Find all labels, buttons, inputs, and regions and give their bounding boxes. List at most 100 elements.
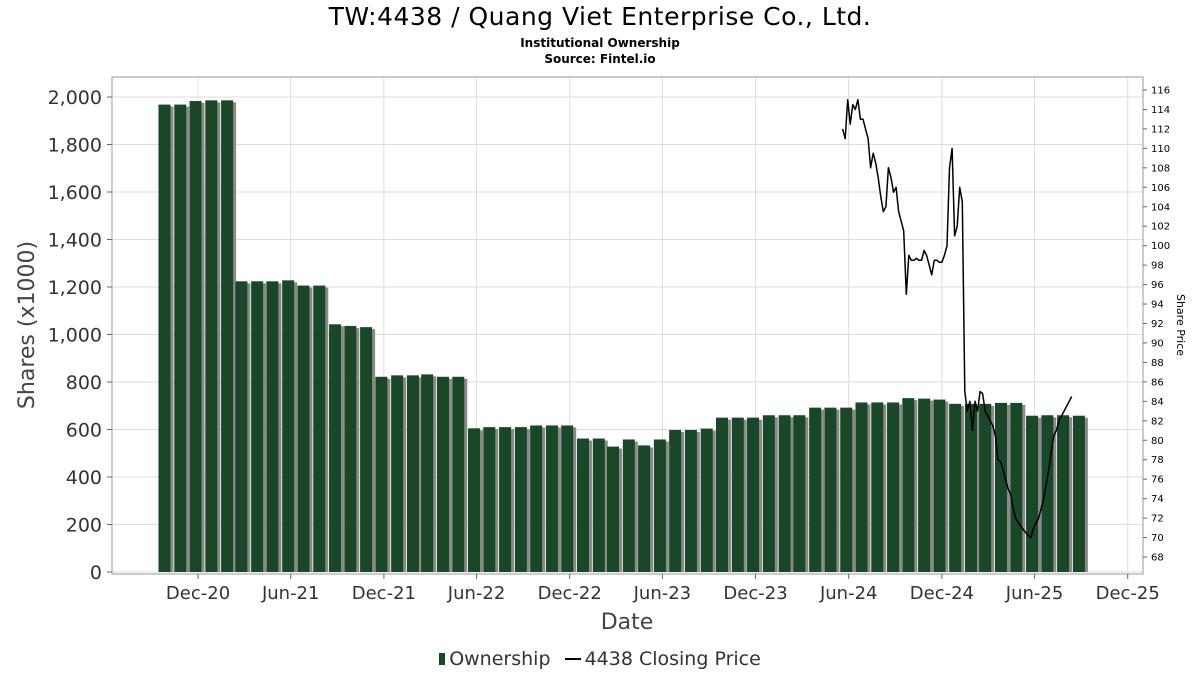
legend-price: 4438 Closing Price [561,648,761,670]
ownership-bar [329,324,342,572]
y2-tick-label: 98 [1151,261,1164,272]
ownership-bar [700,428,713,572]
y-tick-label: 1,800 [48,135,102,157]
x-tick-label: Jun-25 [1005,583,1064,604]
ownership-bar [809,407,822,572]
y2-tick-label: 90 [1151,338,1164,349]
ownership-bar [778,415,791,572]
x-tick-label: Jun-21 [261,583,320,604]
ownership-bar [436,376,449,572]
y2-tick-label: 104 [1151,202,1170,213]
ownership-bar [391,375,404,572]
legend-price-label: 4438 Closing Price [584,647,761,670]
ownership-bar [1057,415,1070,572]
ownership-bar [949,403,962,572]
chart-title: TW:4438 / Quang Viet Enterprise Co., Ltd… [328,2,872,31]
y2-tick-label: 110 [1151,144,1170,155]
y-tick-label: 800 [66,372,102,394]
ownership-bar [421,374,434,572]
ownership-bar [840,407,853,572]
ownership-bar [499,427,512,572]
ownership-bar [855,402,868,572]
y-tick-label: 1,600 [48,182,102,204]
y-tick-label: 600 [66,420,102,442]
ownership-bar [282,280,295,572]
legend-ownership: Ownership [439,647,551,670]
ownership-bar [824,407,837,572]
bar-swatch-icon [439,653,446,665]
x-tick-label: Dec-21 [352,583,416,604]
ownership-bar [1010,402,1023,572]
ownership-bar [887,402,900,572]
y2-tick-label: 108 [1151,163,1170,174]
y-tick-label: 0 [90,562,102,584]
ownership-bar [452,376,465,572]
ownership-bar [1026,415,1039,572]
ownership-bar [158,104,171,572]
chart-source: Source: Fintel.io [544,52,656,66]
y2-tick-label: 88 [1151,358,1164,369]
y-axis-ticks: 0 200 400 600 800 1,000 1,200 1,400 1,600 1,800 2,… [48,87,112,584]
y-axis-title: Shares (x1000) [15,241,40,409]
x-axis-title: Date [601,610,654,635]
ownership-bar [1041,415,1054,572]
ownership-bar [297,285,310,572]
ownership-bar [205,100,218,572]
ownership-bar [1072,415,1085,572]
y2-tick-label: 102 [1151,222,1170,233]
y2-tick-label: 78 [1151,455,1164,466]
line-swatch-icon [564,658,581,660]
y2-tick-label: 76 [1151,475,1164,486]
y-tick-label: 200 [66,515,102,537]
ownership-bar [622,439,635,572]
ownership-bar [994,402,1007,572]
ownership-bar [406,375,419,572]
ownership-bar [592,438,605,572]
legend: Ownership 4438 Closing Price [0,647,1200,670]
ownership-bar [979,403,992,572]
ownership-bar [375,376,388,572]
ownership-bar [684,429,697,572]
ownership-bar [669,429,682,572]
ownership-bar [514,427,527,572]
ownership-bar [221,100,234,572]
y2-tick-label: 94 [1151,300,1164,311]
ownership-bar [344,325,357,572]
ownership-bar [747,417,760,572]
ownership-bars [158,100,1088,572]
y2-tick-label: 114 [1151,105,1170,116]
ownership-bar [731,417,744,572]
ownership-bar [468,428,481,572]
y2-tick-label: 82 [1151,416,1164,427]
ownership-bar [933,399,946,572]
legend-ownership-label: Ownership [449,647,551,670]
y2-tick-label: 112 [1151,124,1170,135]
plot-area [111,76,1144,575]
y2-axis-title: Share Price [1174,294,1187,356]
x-tick-label: Dec-20 [166,583,230,604]
ownership-bar [638,445,651,572]
y2-tick-label: 86 [1151,377,1164,388]
ownership-bar [653,439,666,572]
y2-tick-label: 68 [1151,553,1164,564]
y-tick-label: 400 [66,467,102,489]
x-axis-ticks: Dec-20 Jun-21 Dec-21 Jun-22 Dec-22 Jun-23 Dec-… [166,574,1160,604]
x-tick-label: Dec-24 [910,583,974,604]
ownership-bar [189,101,202,572]
x-tick-label: Jun-22 [447,583,506,604]
chart-subtitle: Institutional Ownership [520,36,680,50]
y-tick-label: 1,200 [48,277,102,299]
ownership-bar [266,281,279,572]
ownership-bar [313,285,326,572]
ownership-bar [483,427,496,572]
ownership-bar [576,438,589,572]
price-line [841,98,1073,539]
x-tick-label: Dec-22 [538,583,602,604]
y2-tick-label: 100 [1151,241,1170,252]
x-tick-label: Dec-23 [723,583,787,604]
y2-axis-ticks: 68 70 72 74 76 78 80 82 84 86 88 90 92 94 96 98 100 102 10… [1143,86,1170,564]
ownership-bar [545,425,558,572]
ownership-bar [918,398,931,572]
price-line-group [841,98,1073,539]
